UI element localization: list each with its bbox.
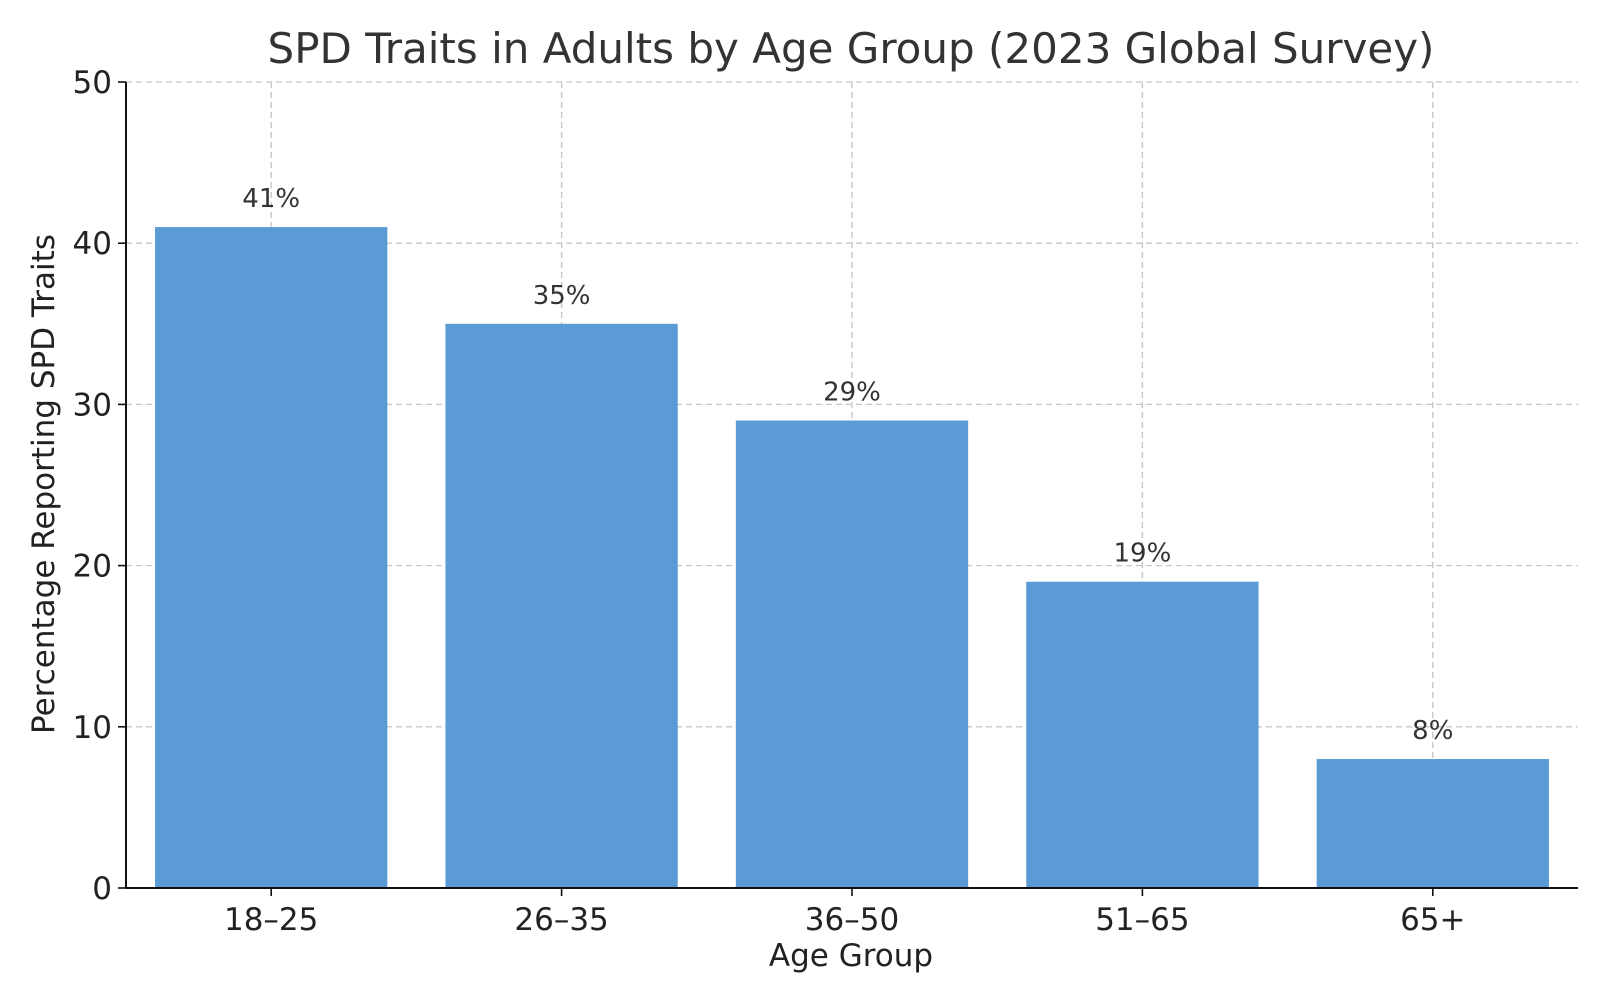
data-label-1: 35%: [533, 281, 591, 311]
bar-2: [735, 420, 969, 888]
y-tick-label-4: 40: [73, 226, 112, 262]
y-tick-label-3: 30: [73, 387, 112, 423]
bar-4: [1316, 759, 1549, 888]
chart-title: SPD Traits in Adults by Age Group (2023 …: [268, 24, 1435, 73]
x-tick-label-4: 65+: [1400, 902, 1465, 938]
data-label-0: 41%: [242, 184, 300, 214]
data-label-3: 19%: [1114, 539, 1172, 569]
bars: [155, 227, 1549, 888]
y-tick-label-5: 50: [73, 65, 112, 101]
x-tick-label-3: 51–65: [1095, 902, 1189, 938]
x-axis-ticks: 18–25 26–35 36–50 51–65 65+: [224, 888, 1466, 938]
bar-0: [155, 227, 388, 888]
y-axis-label: Percentage Reporting SPD Traits: [26, 234, 62, 734]
data-label-4: 8%: [1412, 716, 1453, 746]
bar-3: [1026, 581, 1259, 888]
x-axis-label: Age Group: [769, 938, 933, 974]
x-tick-label-0: 18–25: [224, 902, 318, 938]
x-tick-label-2: 36–50: [805, 902, 899, 938]
y-tick-label-0: 0: [92, 871, 112, 907]
y-tick-label-1: 10: [73, 710, 112, 746]
y-tick-label-2: 20: [73, 549, 112, 585]
y-axis-ticks: 0 10 20 30 40 50: [73, 65, 126, 907]
x-tick-label-1: 26–35: [514, 902, 608, 938]
data-labels: 41% 35% 29% 19% 8%: [242, 184, 1453, 746]
bar-1: [445, 323, 678, 888]
data-label-2: 29%: [823, 378, 881, 408]
